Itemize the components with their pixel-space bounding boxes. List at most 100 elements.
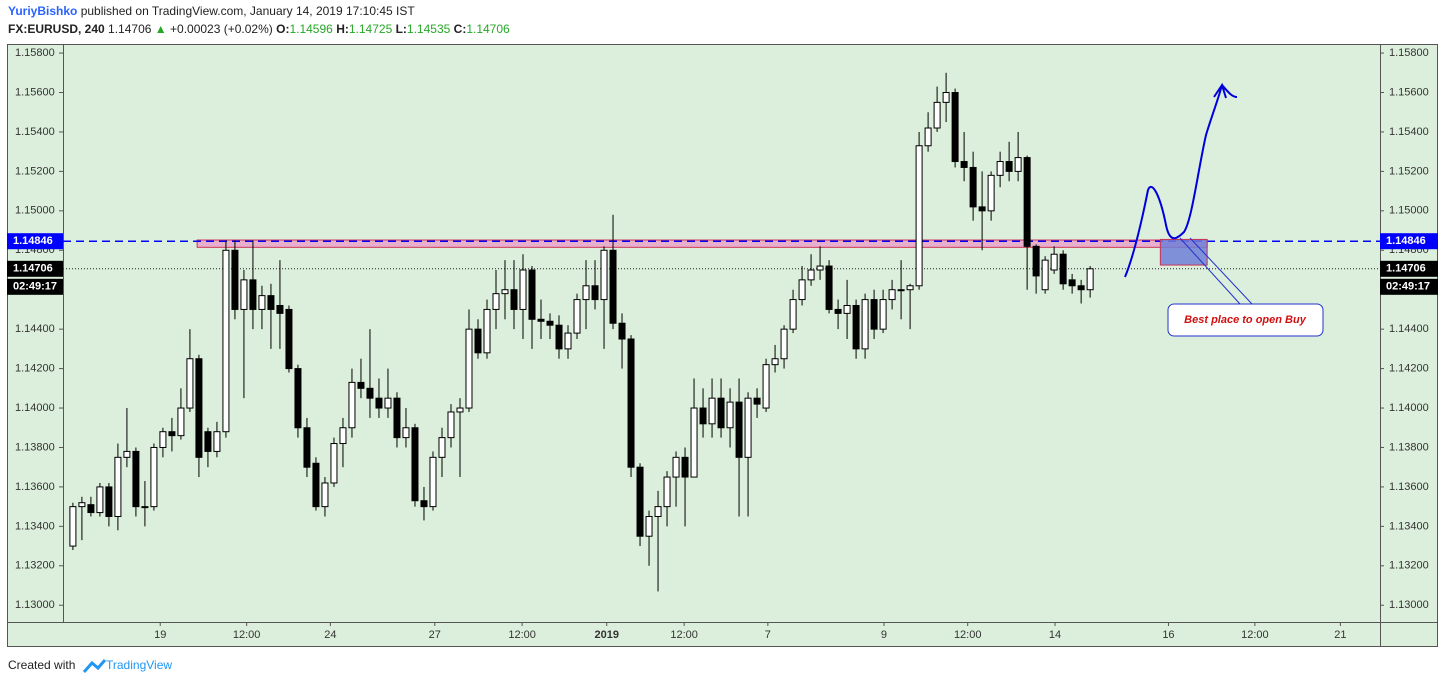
candle-body xyxy=(609,249,617,324)
candle-body xyxy=(1023,157,1031,247)
candle-body xyxy=(564,332,572,350)
candle-body xyxy=(222,249,230,433)
h-label: H: xyxy=(336,22,349,36)
candle-body xyxy=(483,308,491,354)
candle-body xyxy=(429,456,437,508)
footer-created: Created with xyxy=(8,658,75,672)
candle-body xyxy=(402,427,410,439)
candle-body xyxy=(897,289,905,292)
candle-body xyxy=(96,486,104,514)
candle-body xyxy=(708,397,716,425)
symbol-line: FX:EURUSD, 240 1.14706 ▲ +0.00023 (+0.02… xyxy=(8,22,510,36)
y-tick-label-right: 1.15200 xyxy=(1389,165,1429,177)
candle-body xyxy=(1005,161,1013,172)
last-price-badge: 1.14706 xyxy=(13,263,53,275)
candle-body xyxy=(951,92,959,163)
chart-frame xyxy=(7,44,1438,647)
candle-body xyxy=(906,285,914,291)
candle-body xyxy=(762,364,770,409)
candle-body xyxy=(555,324,563,350)
countdown-badge-bg xyxy=(1380,278,1438,295)
y-tick-label: 1.14200 xyxy=(15,363,55,375)
footer-brand[interactable]: TradingView xyxy=(106,658,172,672)
candle-body xyxy=(249,279,257,310)
author[interactable]: YuriyBishko xyxy=(8,4,77,18)
y-tick-label-right: 1.14200 xyxy=(1389,363,1429,375)
candle-body xyxy=(825,265,833,310)
x-tick-label: 14 xyxy=(1049,629,1061,641)
candle-body xyxy=(672,456,680,478)
candle-body xyxy=(132,450,140,508)
x-tick-label: 19 xyxy=(154,629,166,641)
candle-body xyxy=(69,506,77,547)
candle-body xyxy=(141,506,149,509)
x-tick-label: 27 xyxy=(429,629,441,641)
candle-body xyxy=(960,161,968,168)
candle-body xyxy=(771,358,779,366)
candle-body xyxy=(888,289,896,301)
callout-text: Best place to open Buy xyxy=(1184,314,1307,326)
candle-body xyxy=(645,515,653,537)
tv-logo xyxy=(82,659,107,673)
candle-body xyxy=(654,506,662,517)
candle-body xyxy=(231,249,239,310)
entry-box xyxy=(1159,238,1208,266)
candle-body xyxy=(375,397,383,409)
y-tick-label: 1.13400 xyxy=(15,520,55,532)
candle-body xyxy=(465,328,473,409)
candle-body xyxy=(312,462,320,508)
y-tick-label: 1.14400 xyxy=(15,323,55,335)
candle-body xyxy=(627,338,635,468)
y-tick-label: 1.14000 xyxy=(15,402,55,414)
y-tick-label: 1.15800 xyxy=(15,47,55,59)
candle-body xyxy=(1059,253,1067,285)
candle-body xyxy=(159,431,167,448)
candle-body xyxy=(438,437,446,458)
countdown-badge: 02:49:17 xyxy=(13,281,57,293)
candle-body xyxy=(186,358,194,409)
candle-body xyxy=(447,411,455,439)
candle-body xyxy=(942,92,950,103)
candle-body xyxy=(978,206,986,212)
candle-body xyxy=(1077,285,1085,291)
candle-body xyxy=(843,304,851,314)
y-tick-label-right: 1.13200 xyxy=(1389,560,1429,572)
candle-body xyxy=(492,293,500,310)
candle-body xyxy=(114,456,122,517)
candle-body xyxy=(420,500,428,508)
candle-body xyxy=(258,295,266,310)
candle-body xyxy=(285,308,293,370)
candle-body xyxy=(321,482,329,508)
countdown-badge: 02:49:17 xyxy=(1386,281,1430,293)
candle-body xyxy=(294,368,302,429)
y-tick-label-right: 1.13600 xyxy=(1389,481,1429,493)
candle-body xyxy=(168,431,176,437)
candle-body xyxy=(195,358,203,458)
header-line: YuriyBishko published on TradingView.com… xyxy=(8,4,415,18)
level-badge: 1.14846 xyxy=(1386,235,1426,247)
published: published on TradingView.com, January 14… xyxy=(81,4,416,18)
candle-body xyxy=(546,320,554,326)
x-tick-label: 16 xyxy=(1162,629,1174,641)
y-tick-label: 1.15600 xyxy=(15,86,55,98)
x-tick-label: 21 xyxy=(1334,629,1346,641)
candle-body xyxy=(591,285,599,301)
candle-body xyxy=(384,397,392,409)
candle-body xyxy=(1032,245,1040,277)
y-tick-label-right: 1.13000 xyxy=(1389,599,1429,611)
candle-body xyxy=(204,431,212,452)
candle-body xyxy=(393,397,401,439)
candle-body xyxy=(969,166,977,208)
candle-body xyxy=(357,381,365,389)
c-value: 1.14706 xyxy=(466,22,510,36)
c-label: C: xyxy=(454,22,467,36)
candle-body xyxy=(924,127,932,147)
candle-body xyxy=(915,145,923,287)
candle-body xyxy=(717,397,725,429)
candle-body xyxy=(1050,253,1058,271)
candle-body xyxy=(528,269,536,320)
candle-body xyxy=(78,502,86,508)
candle-body xyxy=(501,289,509,295)
